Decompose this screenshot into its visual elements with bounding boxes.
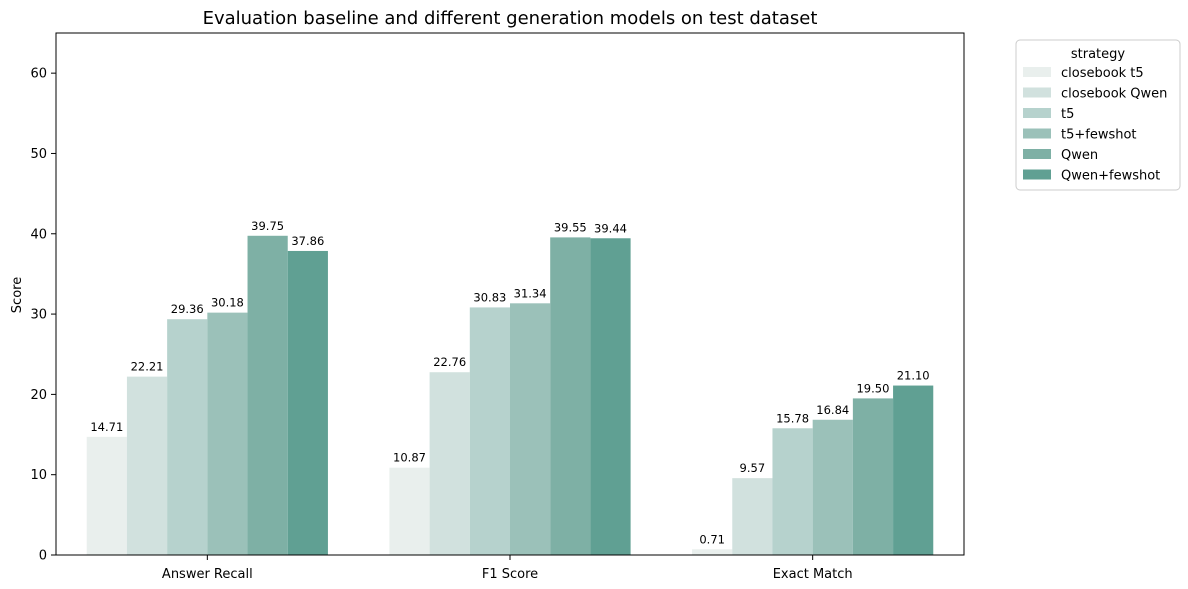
legend-swatch <box>1023 87 1051 98</box>
bar-1-1 <box>86 436 127 555</box>
data-label: 10.87 <box>393 451 426 465</box>
x-tick-label: Exact Match <box>773 567 853 582</box>
data-label: 21.10 <box>897 369 930 383</box>
plot-frame <box>55 32 965 556</box>
legend-box <box>1015 39 1181 191</box>
bar-3-3 <box>772 428 813 555</box>
legend-entry: closebook Qwen <box>1061 87 1167 102</box>
bar-6-1 <box>287 250 328 555</box>
bar-2-3 <box>732 478 773 555</box>
legend-swatch <box>1023 108 1051 118</box>
y-tick-label: 10 <box>30 468 47 483</box>
data-label: 39.75 <box>251 219 284 233</box>
data-label: 39.55 <box>554 220 587 234</box>
bar-1-2 <box>389 467 430 555</box>
y-tick-label: 50 <box>30 147 47 162</box>
bar-5-2 <box>550 237 591 556</box>
bar-3-2 <box>469 307 510 555</box>
legend-entry: t5+fewshot <box>1061 128 1137 143</box>
bar-2-2 <box>429 372 470 555</box>
data-label: 22.76 <box>433 355 466 369</box>
x-tick-label: Answer Recall <box>162 567 253 582</box>
data-label: 37.86 <box>291 234 324 248</box>
legend-swatch <box>1023 128 1051 139</box>
bar-4-2 <box>510 303 551 555</box>
data-label: 16.84 <box>816 403 849 417</box>
bar-3-1 <box>167 319 208 555</box>
legend-swatch <box>1023 149 1051 159</box>
bar-5-1 <box>247 235 288 555</box>
legend-swatch <box>1023 169 1051 180</box>
y-tick-label: 40 <box>30 227 47 242</box>
data-label: 29.36 <box>171 302 204 316</box>
bar-1-3 <box>692 549 733 555</box>
data-label: 22.21 <box>131 360 164 374</box>
data-label: 39.44 <box>594 221 627 235</box>
bar-4-3 <box>812 419 853 555</box>
chart-title: Evaluation baseline and different genera… <box>203 8 818 29</box>
legend-swatch <box>1023 67 1051 77</box>
data-label: 9.57 <box>740 461 766 475</box>
legend-entry: closebook t5 <box>1061 66 1144 81</box>
bar-2-1 <box>126 376 168 555</box>
data-label: 14.71 <box>90 420 123 434</box>
legend-title: strategy <box>1071 47 1126 62</box>
data-label: 19.50 <box>856 381 889 395</box>
data-label: 30.83 <box>473 290 506 304</box>
y-axis-label: Score <box>10 277 25 313</box>
y-tick-label: 20 <box>30 388 47 403</box>
y-tick-label: 30 <box>30 308 47 323</box>
x-tick-label: F1 Score <box>482 567 538 582</box>
y-tick-label: 0 <box>39 549 47 564</box>
bar-6-3 <box>893 385 934 555</box>
data-label: 0.71 <box>699 532 725 546</box>
legend: strategy closebook t5 closebook Qwen t5 t5+f… <box>1015 39 1181 191</box>
bar-6-2 <box>590 238 631 555</box>
y-tick-label: 60 <box>30 67 47 82</box>
data-label: 15.78 <box>776 411 809 425</box>
plot-area: 14.71 22.21 29.36 30.18 39.75 37.86 Answer Rec… <box>30 32 965 582</box>
data-label: 30.18 <box>211 296 244 310</box>
legend-entry: t5 <box>1061 107 1074 122</box>
bar-5-3 <box>852 398 894 555</box>
bar-4-1 <box>207 312 248 555</box>
legend-entry: Qwen+fewshot <box>1061 169 1160 184</box>
data-label: 31.34 <box>514 286 547 300</box>
legend-entry: Qwen <box>1061 148 1098 163</box>
